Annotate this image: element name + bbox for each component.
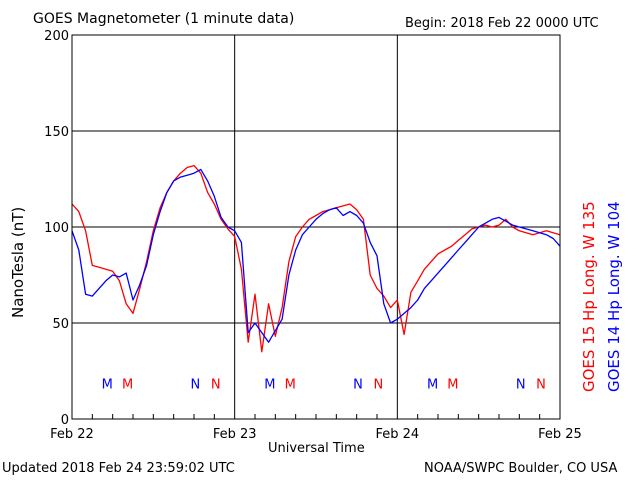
axis-ticks: 0 50 100 150 200 Feb 22 Feb 23 Feb 24 Feb 25 [44, 29, 582, 442]
goes15-midnight-marker: M [122, 377, 133, 392]
begin-timestamp: Begin: 2018 Feb 22 0000 UTC [405, 16, 599, 31]
y-tick-label: 50 [52, 317, 69, 332]
goes15-noon-marker: N [536, 377, 546, 392]
x-tick-label: Feb 24 [375, 427, 419, 442]
goes14-line [71, 168, 561, 343]
goes14-noon-marker: N [516, 377, 526, 392]
credit-text: NOAA/SWPC Boulder, CO USA [424, 461, 618, 476]
goes14-noon-marker: N [190, 377, 200, 392]
x-axis-label: Universal Time [268, 441, 365, 456]
goes15-line [71, 164, 561, 353]
goes15-midnight-marker: M [447, 377, 458, 392]
y-tick-label: 200 [44, 29, 69, 44]
goes15-midnight-marker: M [285, 377, 296, 392]
grid-lines [72, 35, 560, 419]
x-tick-label: Feb 25 [538, 427, 582, 442]
goes14-midnight-marker: M [264, 377, 275, 392]
legend-goes15: GOES 15 Hp Long. W 135 [580, 201, 598, 392]
series-lines [71, 164, 561, 353]
updated-timestamp: Updated 2018 Feb 24 23:59:02 UTC [2, 461, 235, 476]
goes14-midnight-marker: M [427, 377, 438, 392]
goes14-midnight-marker: M [102, 377, 113, 392]
chart-title: GOES Magnetometer (1 minute data) [33, 11, 295, 27]
goes15-noon-marker: N [211, 377, 221, 392]
region-markers: M N M N M NM N M N M N [102, 377, 546, 392]
goes15-noon-marker: N [373, 377, 383, 392]
y-tick-label: 0 [61, 413, 69, 428]
y-tick-label: 100 [44, 221, 69, 236]
y-tick-label: 150 [44, 125, 69, 140]
goes14-noon-marker: N [353, 377, 363, 392]
x-tick-label: Feb 23 [213, 427, 257, 442]
y-axis-label: NanoTesla (nT) [9, 206, 27, 318]
legend-goes14: GOES 14 Hp Long. W 104 [605, 201, 623, 392]
x-tick-label: Feb 22 [50, 427, 94, 442]
